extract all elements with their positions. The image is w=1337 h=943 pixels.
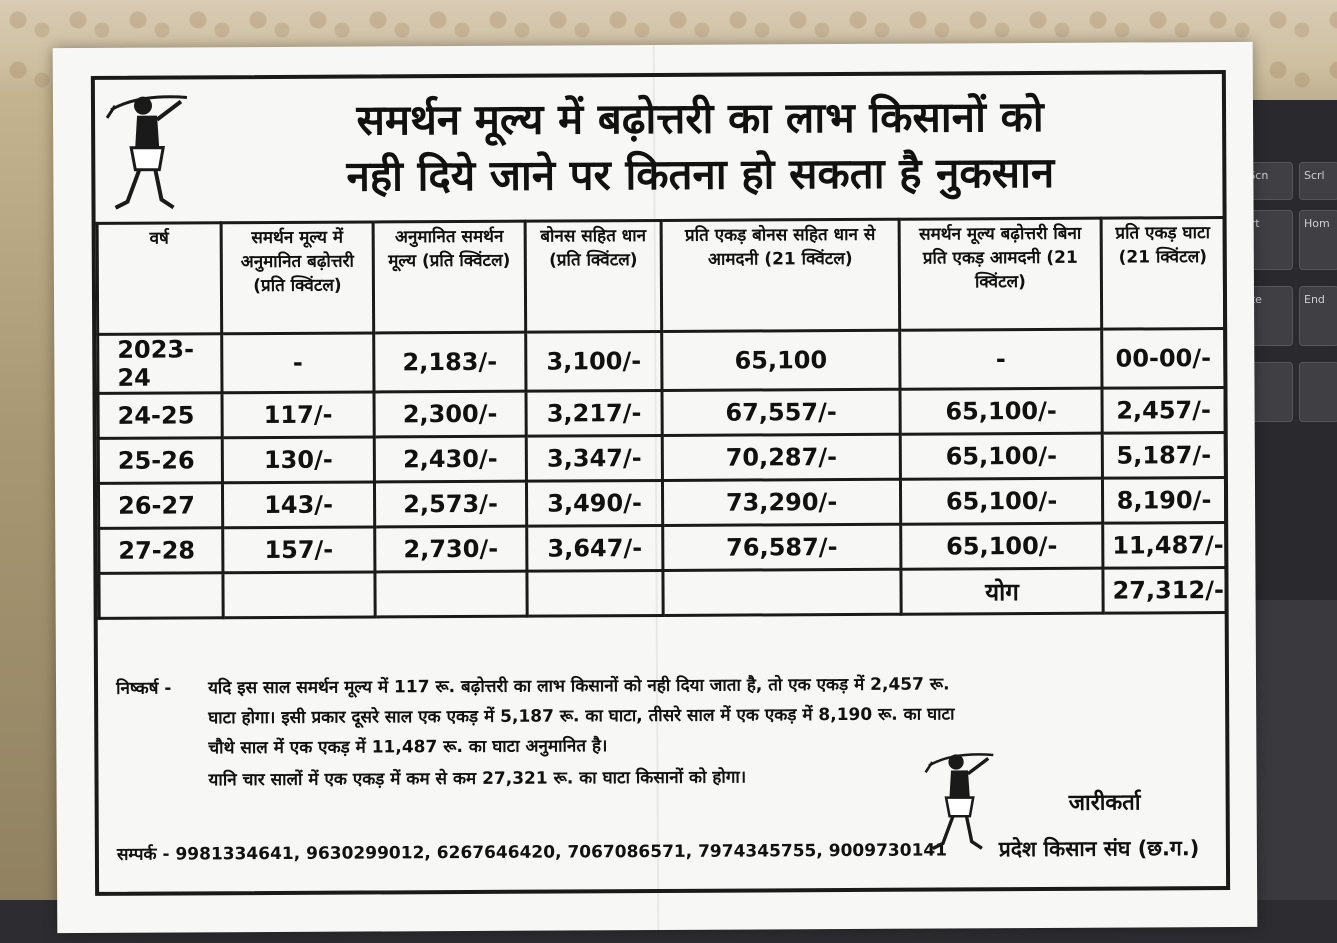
cell-paddy-with-bonus: 3,647/- — [526, 525, 663, 572]
cell-loss-per-acre: 5,187/- — [1102, 432, 1226, 479]
contact-numbers: सम्पर्क - 9981334641, 9630299012, 626764… — [116, 840, 948, 865]
cell-estimated-msp: 2,730/- — [374, 526, 527, 572]
cell-empty — [98, 572, 224, 619]
conclusion-line-2: घाटा होगा। इसी प्रकार दूसरे साल एक एकड़ … — [208, 704, 955, 729]
cell-year: 26-27 — [98, 482, 223, 529]
cell-msp-increase: - — [221, 332, 374, 393]
cell-msp-increase: 143/- — [222, 481, 375, 528]
cell-empty — [374, 571, 528, 617]
cell-income-with-bonus: 76,587/- — [662, 524, 901, 571]
key-blank-2 — [1299, 362, 1337, 422]
col-loss-per-acre: प्रति एकड़ घाटा (21 क्विंटल) — [1101, 217, 1225, 330]
cell-year: 27-28 — [98, 527, 223, 574]
total-value: 27,312/- — [1102, 567, 1227, 614]
cell-paddy-with-bonus: 3,347/- — [526, 435, 663, 482]
col-estimated-msp: अनुमानित समर्थन मूल्य (प्रति क्विंटल) — [373, 221, 526, 333]
total-label: योग — [900, 568, 1104, 615]
cell-empty — [526, 570, 664, 617]
farmer-icon — [924, 753, 994, 851]
col-paddy-with-bonus: बोनस सहित धान (प्रति क्विंटल) — [525, 220, 662, 333]
cell-empty — [662, 569, 902, 616]
header: समर्थन मूल्य में बढ़ोत्तरी का लाभ किसानो… — [95, 74, 1223, 222]
cell-paddy-with-bonus: 3,217/- — [525, 390, 663, 437]
col-msp-increase: समर्थन मूल्य में अनुमानित बढ़ोत्तरी (प्र… — [221, 221, 374, 334]
col-income-without-increase: समर्थन मूल्य बढ़ोत्तरी बिना प्रति एकड़ आ… — [899, 218, 1102, 331]
cell-estimated-msp: 2,573/- — [374, 481, 527, 527]
cell-income-with-bonus: 65,100 — [661, 330, 900, 391]
cell-estimated-msp: 2,183/- — [373, 332, 526, 392]
issuer-label: जारीकर्ता — [1068, 790, 1141, 816]
farmer-icon — [105, 95, 188, 210]
table-row: 2023-24 - 2,183/- 3,100/- 65,100 - 00-00… — [97, 328, 1225, 394]
cell-paddy-with-bonus: 3,490/- — [526, 480, 663, 527]
leaflet-title: समर्थन मूल्य में बढ़ोत्तरी का लाभ किसानो… — [185, 88, 1216, 205]
key-scrl: Scrl — [1299, 162, 1337, 200]
table-total-row: योग 27,312/- — [98, 567, 1227, 619]
cell-loss-per-acre: 11,487/- — [1102, 522, 1226, 569]
title-line-2: नही दिये जाने पर कितना हो सकता है नुकसान — [346, 147, 1055, 201]
key-home: Hom — [1299, 210, 1337, 270]
table-row: 26-27 143/- 2,573/- 3,490/- 73,290/- 65,… — [98, 477, 1226, 529]
cell-loss-per-acre: 8,190/- — [1102, 477, 1226, 524]
cell-loss-per-acre: 00-00/- — [1101, 328, 1225, 389]
conclusion-line-1: यदि इस साल समर्थन मूल्य में 117 रू. बढ़ो… — [207, 674, 950, 699]
cell-year: 2023-24 — [97, 333, 222, 394]
price-table: वर्ष समर्थन मूल्य में अनुमानित बढ़ोत्तरी… — [96, 216, 1228, 620]
cell-empty — [222, 571, 376, 618]
cell-msp-increase: 157/- — [222, 526, 375, 573]
title-line-1: समर्थन मूल्य में बढ़ोत्तरी का लाभ किसानो… — [356, 91, 1044, 145]
cell-estimated-msp: 2,430/- — [374, 436, 527, 482]
col-year: वर्ष — [97, 222, 222, 335]
key-end: End — [1299, 286, 1337, 346]
cell-income-without-increase: 65,100/- — [900, 523, 1103, 570]
leaflet: समर्थन मूल्य में बढ़ोत्तरी का लाभ किसानो… — [52, 41, 1258, 934]
table-row: 25-26 130/- 2,430/- 3,347/- 70,287/- 65,… — [98, 432, 1226, 484]
table-row: 24-25 117/- 2,300/- 3,217/- 67,557/- 65,… — [97, 387, 1226, 439]
conclusion-label: निष्कर्ष - — [115, 678, 172, 699]
conclusion-line-4: यानि चार सालों में एक एकड़ में कम से कम … — [208, 767, 747, 791]
cell-msp-increase: 117/- — [221, 391, 375, 438]
conclusion-line-3: चौथे साल में एक एकड़ में 11,487 रू. का घ… — [208, 736, 608, 759]
cell-year: 25-26 — [98, 437, 223, 484]
cell-income-with-bonus: 70,287/- — [662, 434, 901, 481]
cell-msp-increase: 130/- — [222, 436, 375, 483]
leaflet-frame: समर्थन मूल्य में बढ़ोत्तरी का लाभ किसानो… — [90, 70, 1231, 896]
cell-income-without-increase: 65,100/- — [899, 388, 1103, 435]
cell-income-without-increase: 65,100/- — [900, 478, 1103, 525]
cell-estimated-msp: 2,300/- — [373, 391, 527, 437]
cell-income-without-increase: 65,100/- — [900, 433, 1103, 480]
col-income-with-bonus: प्रति एकड़ बोनस सहित धान से आमदनी (21 क्… — [661, 219, 900, 332]
table-header-row: वर्ष समर्थन मूल्य में अनुमानित बढ़ोत्तरी… — [97, 217, 1225, 335]
cell-loss-per-acre: 2,457/- — [1101, 387, 1226, 434]
issuer-org: प्रदेश किसान संघ (छ.ग.) — [998, 836, 1200, 862]
cell-income-without-increase: - — [899, 329, 1102, 390]
conclusion: निष्कर्ष - यदि इस साल समर्थन मूल्य में 1… — [116, 670, 1216, 790]
cell-year: 24-25 — [97, 392, 223, 439]
cell-paddy-with-bonus: 3,100/- — [525, 331, 662, 392]
cell-income-with-bonus: 73,290/- — [662, 479, 901, 526]
cell-income-with-bonus: 67,557/- — [661, 389, 901, 436]
table-row: 27-28 157/- 2,730/- 3,647/- 76,587/- 65,… — [98, 522, 1226, 574]
